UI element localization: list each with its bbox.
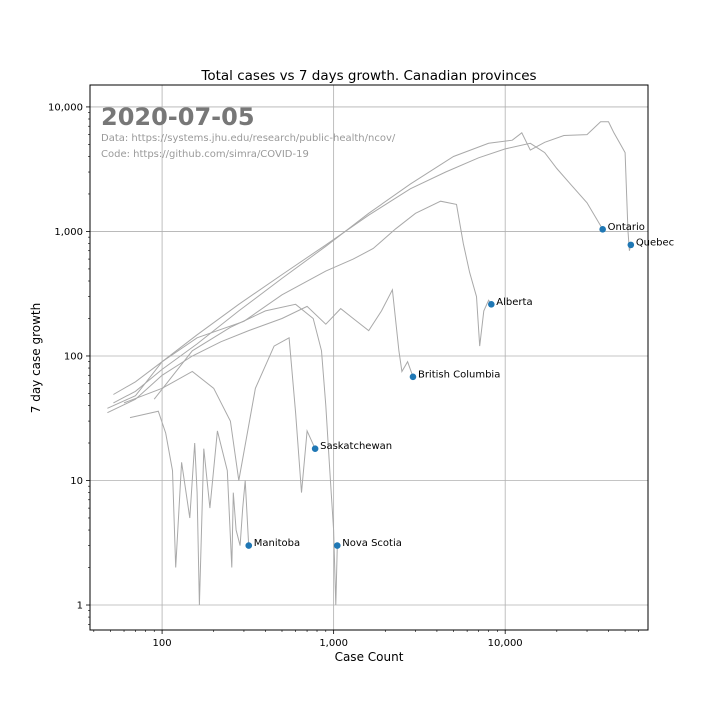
x-tick-label: 1,000 — [319, 638, 348, 649]
series-label: Alberta — [496, 297, 532, 308]
x-axis-ticks: 100 1,000 10,000 — [93, 630, 639, 649]
series-label: Quebec — [636, 237, 674, 248]
y-tick-label: 1 — [77, 601, 83, 612]
series-line-manitoba — [129, 410, 250, 606]
y-tick-label: 10 — [70, 476, 83, 487]
series-label: Nova Scotia — [342, 538, 402, 549]
series-label: Ontario — [608, 222, 645, 233]
series-line-quebec — [113, 121, 632, 404]
endpoint-marker-quebec — [627, 241, 635, 249]
y-axis-label: 7 day case growth — [29, 303, 43, 414]
series-label: Saskatchewan — [320, 441, 392, 452]
endpoint-marker-british-columbia — [409, 373, 417, 381]
series-line-alberta — [107, 200, 492, 409]
x-axis-label: Case Count — [335, 650, 404, 664]
series-markers: Ontario Quebec Alberta British Columbia Sask… — [245, 222, 674, 549]
x-tick-label: 10,000 — [488, 638, 523, 649]
annotation-block: 2020-07-05 Data: https://systems.jhu.edu… — [101, 103, 396, 160]
plot-frame — [89, 84, 649, 631]
endpoint-marker-manitoba — [245, 542, 253, 549]
endpoint-marker-saskatchewan — [311, 445, 319, 453]
y-tick-label: 100 — [64, 351, 83, 362]
chart-title: Total cases vs 7 days growth. Canadian p… — [200, 68, 536, 84]
endpoint-marker-alberta — [488, 300, 495, 308]
series-label: Manitoba — [254, 538, 300, 549]
series-line-british-columbia — [107, 288, 414, 414]
endpoint-marker-ontario — [599, 226, 606, 233]
series-lines — [107, 121, 632, 606]
x-tick-label: 100 — [153, 638, 172, 649]
y-tick-label: 1,000 — [54, 227, 83, 238]
date-annotation: 2020-07-05 — [101, 103, 255, 131]
y-gridlines — [90, 106, 648, 606]
data-source-annotation: Data: https://systems.jhu.edu/research/p… — [101, 133, 396, 144]
series-line-nova-scotia — [153, 303, 338, 606]
series-line-ontario — [113, 142, 604, 395]
y-tick-label: 10,000 — [48, 102, 83, 113]
code-source-annotation: Code: https://github.com/simra/COVID-19 — [101, 149, 309, 160]
series-label: British Columbia — [418, 369, 500, 380]
endpoint-marker-nova-scotia — [333, 542, 341, 549]
series-line-saskatchewan — [123, 336, 316, 493]
y-axis-ticks: 1 10 100 1,000 10,000 — [48, 102, 90, 625]
